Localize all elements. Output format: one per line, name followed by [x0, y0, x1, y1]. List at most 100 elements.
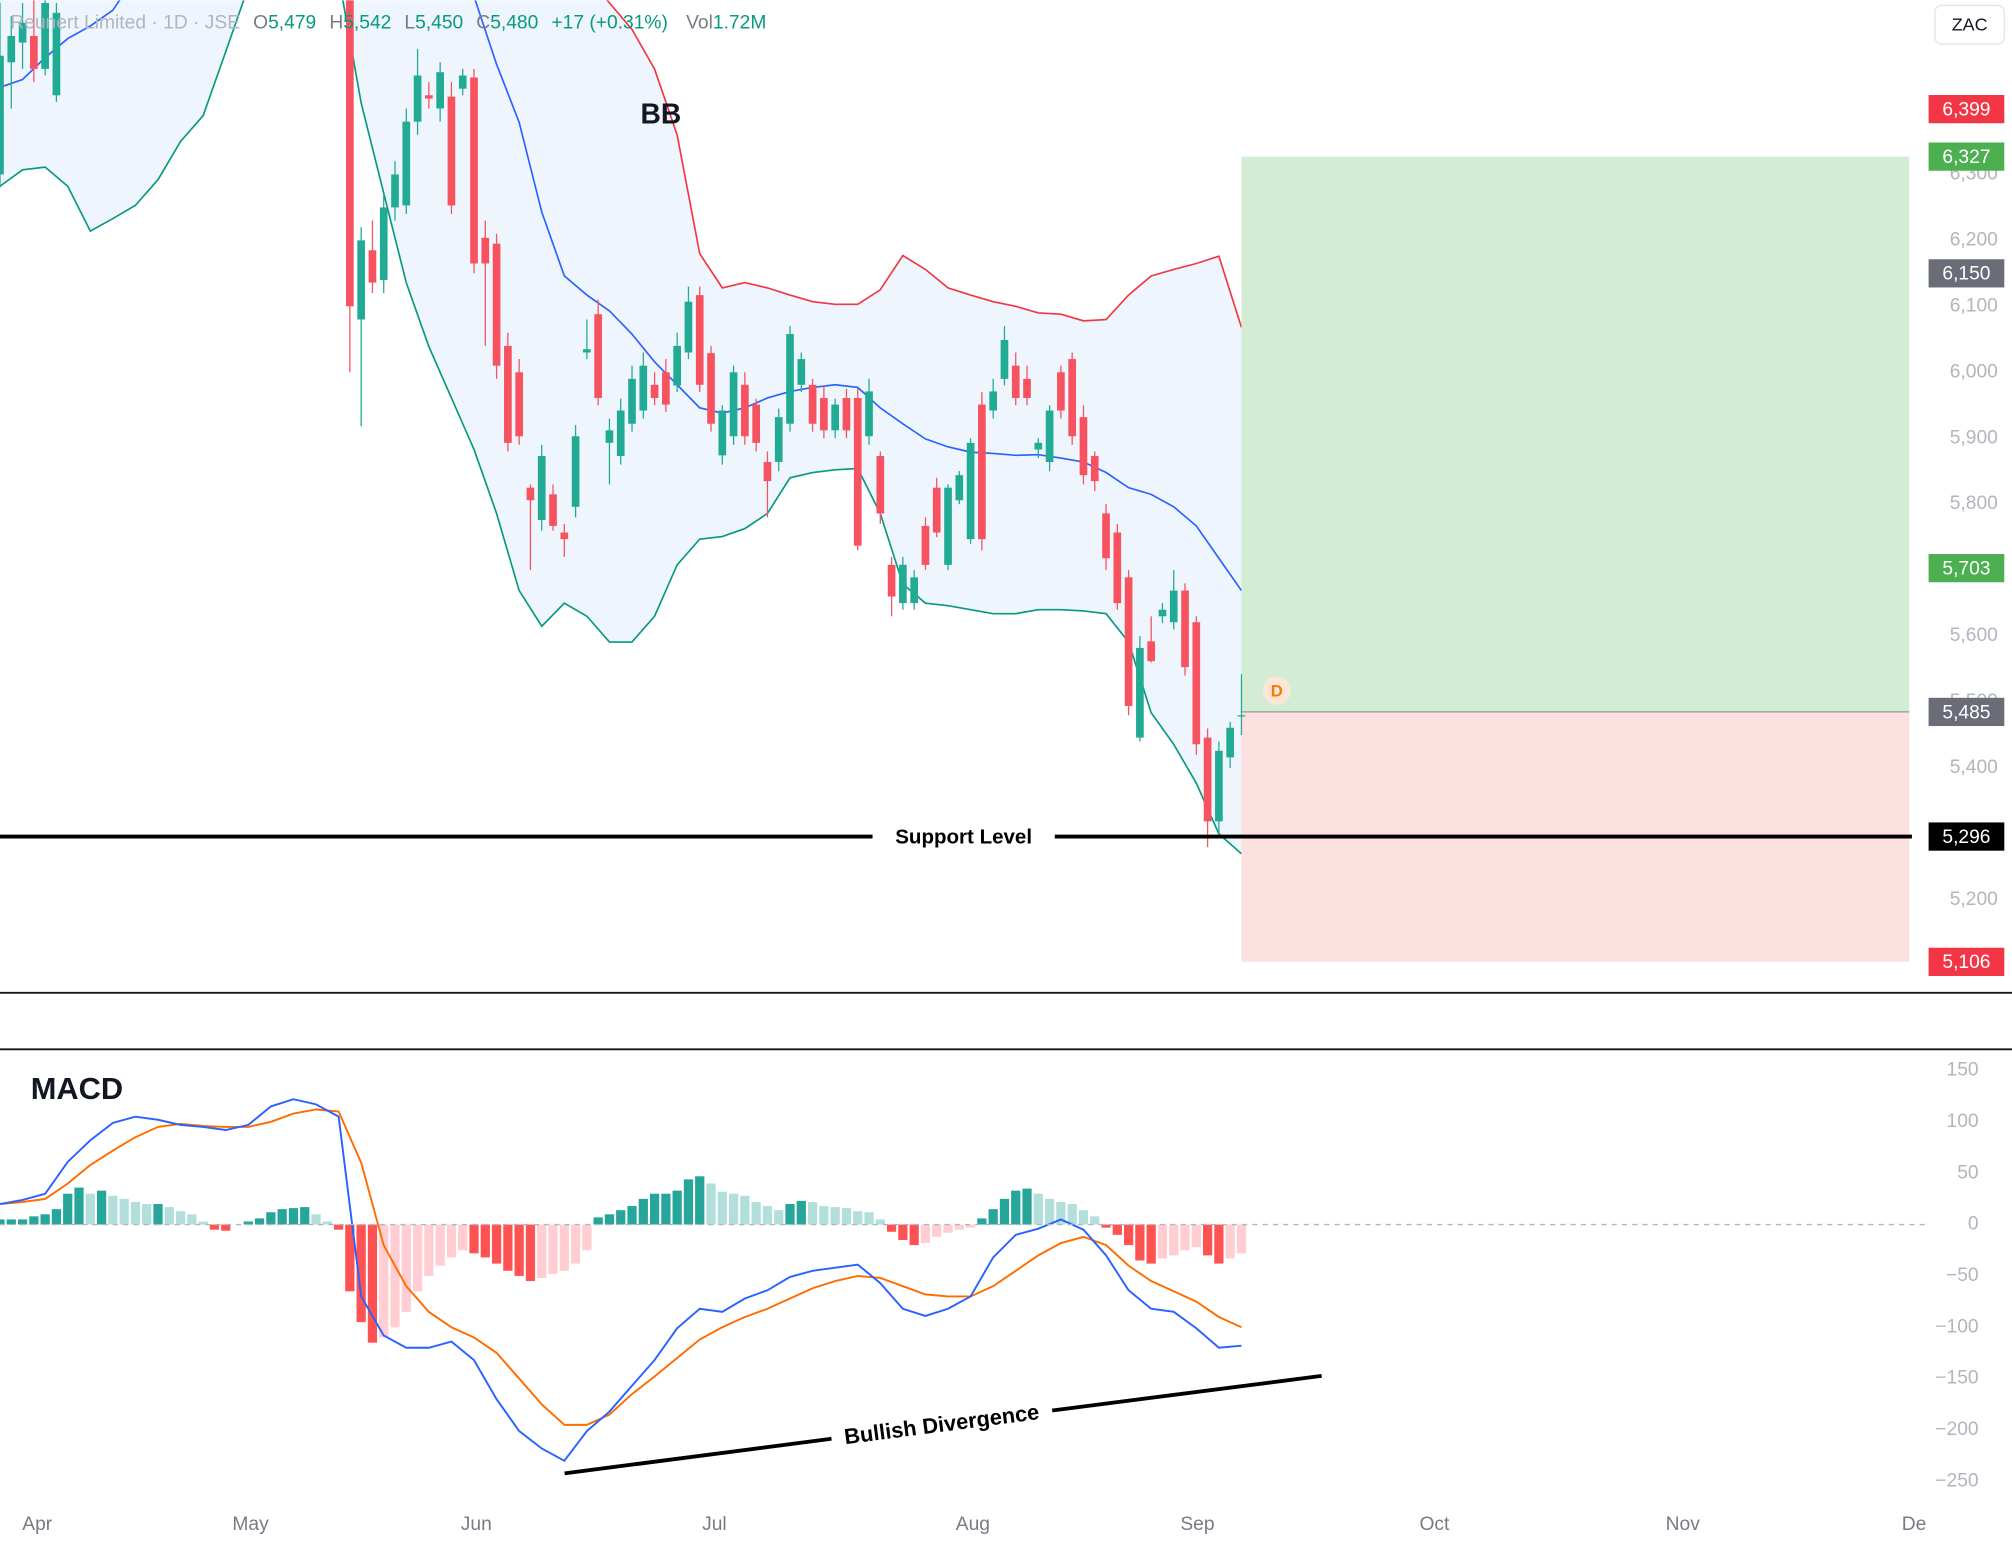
histogram-bar [965, 1224, 976, 1228]
histogram-bar [6, 1219, 16, 1225]
price-label: 6,150 [1942, 264, 1990, 285]
header: Reunert Limited · 1D · JSE O5,479 H5,542… [10, 12, 766, 33]
histogram-bar [717, 1191, 727, 1225]
histogram-bar [638, 1198, 648, 1225]
divergence-line [564, 1436, 832, 1476]
histogram-bar [695, 1176, 705, 1225]
histogram-bar [266, 1212, 276, 1225]
histogram-bar [367, 1224, 378, 1343]
histogram-bar [1101, 1224, 1111, 1228]
histogram-bar [29, 1216, 39, 1225]
candle-body [774, 417, 783, 462]
currency[interactable]: ZAC [1952, 15, 1988, 35]
histogram-bar [401, 1224, 411, 1312]
support-label-bg [872, 822, 1055, 851]
price-label: 5,703 [1942, 559, 1990, 580]
histogram-bar [898, 1224, 908, 1240]
histogram-bar [491, 1224, 502, 1264]
candle-body [752, 404, 760, 443]
volume-key: Vol [686, 12, 713, 33]
histogram-bar [142, 1204, 152, 1225]
histogram-bar [379, 1224, 389, 1338]
y-tick-label: 6,200 [1950, 229, 1998, 250]
y-tick-label: 6,100 [1950, 295, 1998, 316]
candle-body [30, 35, 38, 69]
candle-body [1215, 750, 1223, 822]
ohlc-key: L [404, 12, 415, 33]
candle-body [1124, 577, 1133, 706]
candle-body [492, 243, 501, 366]
x-tick-label: Jun [461, 1514, 492, 1535]
candle-body [549, 494, 557, 526]
histogram-bar [582, 1224, 592, 1251]
macd-pane [0, 1098, 1247, 1463]
candle-body [1192, 622, 1201, 745]
x-tick-label: May [232, 1514, 269, 1535]
histogram-bar [390, 1224, 400, 1328]
candle-body [729, 372, 738, 437]
candle-body [1102, 513, 1110, 559]
histogram-bar [514, 1224, 524, 1276]
y-tick-label: 50 [1957, 1162, 1978, 1183]
histogram-bar [616, 1210, 626, 1225]
currency-box[interactable] [1934, 4, 2005, 45]
histogram-bar [1202, 1224, 1213, 1256]
histogram-bar [175, 1211, 186, 1225]
histogram-bar [356, 1224, 366, 1323]
symbol: Reunert Limited · 1D · JSE [10, 12, 240, 33]
price-label-box [1928, 822, 2005, 851]
histogram-bar [63, 1193, 73, 1225]
histogram-bar [875, 1219, 885, 1225]
y-tick-label: 150 [1947, 1060, 1979, 1081]
candle-body [1169, 590, 1178, 623]
histogram-bar [728, 1193, 739, 1225]
candle-body [1034, 442, 1043, 450]
candle-body [1181, 590, 1189, 668]
histogram-bar [988, 1209, 998, 1225]
histogram-bar [1022, 1188, 1032, 1225]
candle-body [684, 301, 693, 353]
band-upper [606, 0, 1243, 328]
y-tick-label: 5,200 [1950, 889, 1998, 910]
candle-body [718, 410, 727, 456]
histogram-bar [1180, 1224, 1190, 1251]
candle-body [18, 22, 27, 43]
histogram-bar [74, 1187, 84, 1225]
candle-body [560, 532, 569, 540]
x-tick-label: Nov [1666, 1514, 1701, 1535]
histogram-bar [1067, 1204, 1077, 1225]
candle-body [583, 349, 591, 353]
histogram-bar [593, 1217, 603, 1225]
histogram-bar [469, 1224, 479, 1254]
histogram-bar [51, 1209, 62, 1225]
histogram-bar [740, 1195, 750, 1225]
candle-body [831, 404, 840, 431]
candle-body [989, 391, 998, 411]
candle-body [571, 436, 580, 507]
dividend-label[interactable]: D [1271, 681, 1283, 700]
histogram-bar [1135, 1224, 1145, 1261]
candle-body [763, 461, 772, 482]
candle-body [1237, 715, 1246, 717]
histogram-bar [243, 1221, 253, 1225]
candle-body [910, 577, 919, 604]
candle-body [786, 334, 794, 424]
price-label-box [1928, 95, 2005, 124]
histogram-bar [920, 1224, 931, 1244]
candle-body [447, 96, 456, 206]
histogram-bar [683, 1179, 694, 1225]
x-tick-label: Oct [1419, 1514, 1450, 1535]
candle-body [526, 487, 535, 501]
dividend-marker[interactable] [1262, 676, 1291, 705]
bb-title: BB [640, 97, 681, 129]
candle-body [346, 0, 354, 307]
histogram-bar [333, 1224, 344, 1230]
histogram-bar [1123, 1224, 1134, 1246]
histogram-bar [1157, 1224, 1168, 1259]
candle-body [1136, 647, 1144, 738]
price-label-box [1928, 259, 2005, 288]
profit-zone [1241, 156, 1910, 712]
histogram-bar [649, 1193, 660, 1225]
